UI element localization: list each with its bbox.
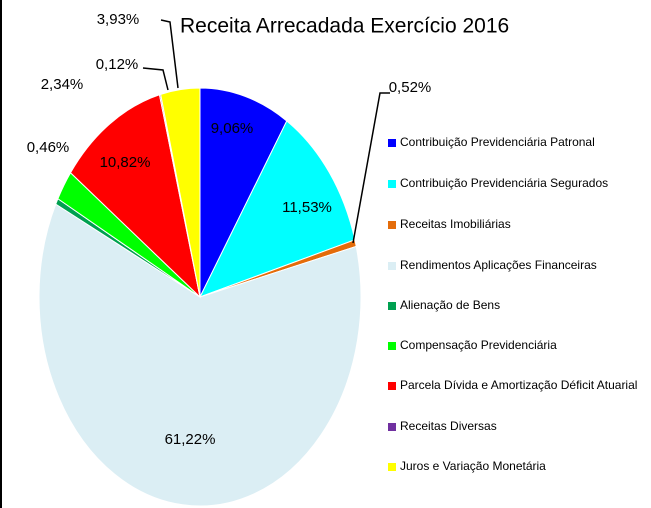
data-label: 10,82% [100,154,151,171]
legend-label: Juros e Variação Monetária [400,459,546,473]
data-label: 2,34% [41,76,84,93]
data-label: 0,52% [389,79,432,96]
legend-swatch [388,302,396,310]
data-label: 61,22% [165,431,216,448]
legend-swatch [388,342,396,350]
legend-label: Contribuição Previdenciária Segurados [400,176,608,190]
leader-line [352,92,390,244]
data-label: 0,46% [27,139,70,156]
legend-label: Rendimentos Aplicações Financeiras [400,258,597,272]
legend-swatch [388,423,396,431]
pie-slice [160,87,201,298]
legend-label: Receitas Diversas [400,419,497,433]
data-label: 3,93% [97,11,140,28]
leader-line [160,19,179,89]
legend-label: Receitas Imobiliárias [400,217,511,231]
legend-swatch [388,180,396,188]
pie-slice [69,94,201,299]
leader-line [142,67,169,91]
legend-label: Contribuição Previdenciária Patronal [400,135,595,149]
legend-label: Parcela Dívida e Amortização Déficit Atu… [400,378,637,392]
pie-slice [198,120,356,298]
data-label: 11,53% [282,199,332,216]
legend-label: Alienação de Bens [400,298,500,312]
pie-slice [199,87,288,298]
legend-swatch [388,262,396,270]
data-label: 9,06% [211,120,254,137]
legend-swatch [388,382,396,390]
legend-swatch [388,463,396,471]
chart-title: Receita Arrecadada Exercício 2016 [180,15,509,38]
legend-label: Compensação Previdenciária [400,338,557,352]
pie-slice [38,203,362,507]
data-label: 0,12% [96,56,139,73]
legend-swatch [388,139,396,147]
legend-swatch [388,221,396,229]
